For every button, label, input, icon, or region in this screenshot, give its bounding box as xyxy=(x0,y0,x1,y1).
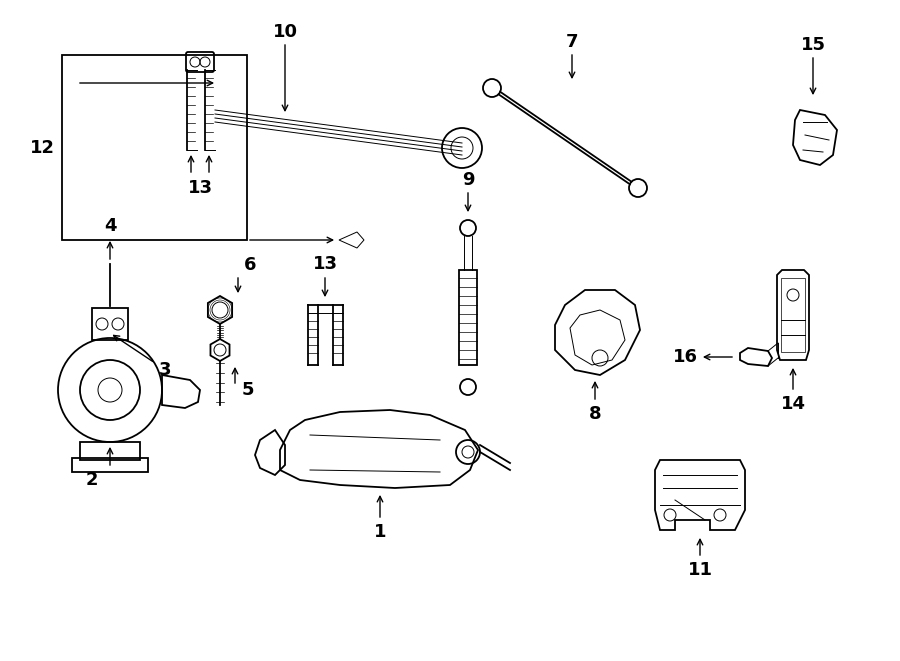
Text: 10: 10 xyxy=(273,23,298,41)
Text: 15: 15 xyxy=(800,36,825,54)
Text: 12: 12 xyxy=(30,139,55,157)
Text: 13: 13 xyxy=(187,179,212,197)
Text: 16: 16 xyxy=(672,348,698,366)
Text: 3: 3 xyxy=(158,361,171,379)
Text: 4: 4 xyxy=(104,217,116,235)
Text: 14: 14 xyxy=(780,395,806,413)
Text: 8: 8 xyxy=(589,405,601,423)
Text: 9: 9 xyxy=(462,171,474,189)
Text: 13: 13 xyxy=(312,255,338,273)
Text: 1: 1 xyxy=(374,523,386,541)
Bar xyxy=(72,458,148,472)
Text: 6: 6 xyxy=(244,256,256,274)
Bar xyxy=(92,308,128,340)
Bar xyxy=(62,55,247,240)
Bar xyxy=(80,442,140,460)
Text: 7: 7 xyxy=(566,33,578,51)
Text: 11: 11 xyxy=(688,561,713,579)
Bar xyxy=(459,270,477,365)
Bar xyxy=(781,278,805,352)
Text: 2: 2 xyxy=(86,471,98,489)
Text: 5: 5 xyxy=(242,381,254,399)
